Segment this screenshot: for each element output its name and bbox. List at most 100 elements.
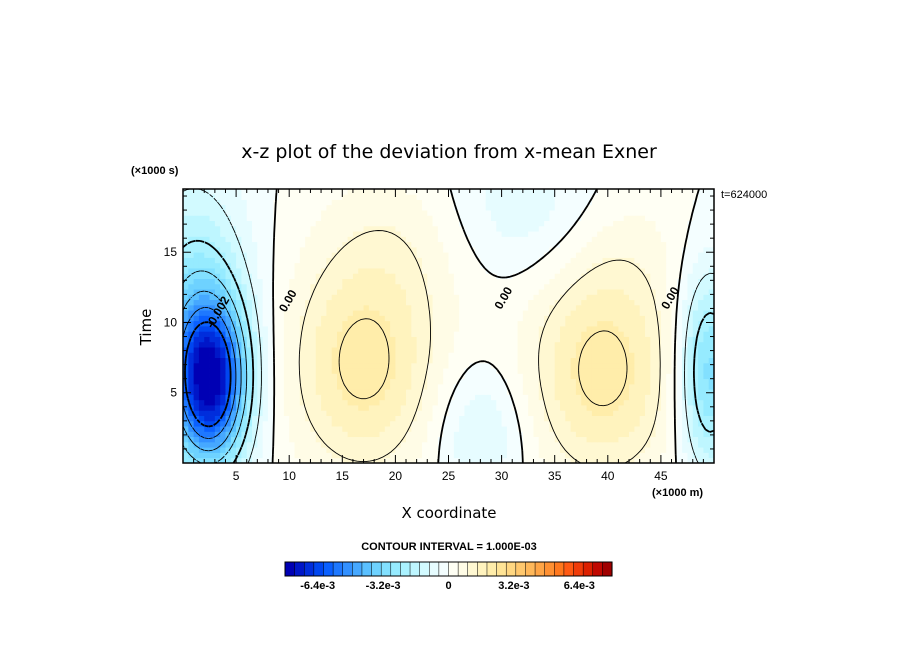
- heatmap-cell: [490, 289, 497, 295]
- heatmap-cell: [241, 347, 248, 353]
- heatmap-cell: [512, 273, 518, 279]
- heatmap-cell: [342, 336, 349, 343]
- heatmap-cell: [597, 373, 603, 380]
- heatmap-cell: [289, 199, 295, 206]
- heatmap-cell: [273, 405, 279, 411]
- heatmap-cell: [220, 341, 226, 348]
- heatmap-cell: [496, 246, 502, 253]
- heatmap-cell: [443, 431, 449, 438]
- heatmap-cell: [411, 231, 418, 237]
- heatmap-cell: [517, 383, 524, 390]
- heatmap-cell: [490, 352, 497, 359]
- heatmap-cell: [698, 236, 704, 243]
- heatmap-cell: [368, 252, 375, 258]
- heatmap-cell: [220, 220, 226, 227]
- heatmap-cell: [496, 331, 502, 337]
- heatmap-cell: [336, 273, 343, 279]
- heatmap-cell: [427, 283, 433, 290]
- heatmap-cell: [395, 210, 402, 216]
- heatmap-cell: [278, 441, 285, 448]
- heatmap-cell: [698, 426, 704, 432]
- heatmap-cell: [629, 278, 635, 285]
- heatmap-cell: [395, 341, 402, 348]
- heatmap-cell: [230, 452, 237, 459]
- heatmap-cell: [204, 246, 210, 253]
- heatmap-cell: [554, 289, 561, 295]
- heatmap-cell: [490, 241, 497, 248]
- heatmap-cell: [485, 283, 492, 290]
- heatmap-cell: [379, 294, 386, 301]
- heatmap-cell: [368, 320, 375, 327]
- heatmap-cell: [448, 331, 455, 337]
- heatmap-cell: [262, 252, 269, 258]
- heatmap-cell: [698, 283, 704, 290]
- heatmap-cell: [214, 262, 221, 269]
- heatmap-cell: [660, 383, 667, 390]
- heatmap-cell: [485, 415, 492, 422]
- heatmap-cell: [315, 452, 322, 459]
- heatmap-cell: [698, 225, 704, 232]
- heatmap-cell: [560, 289, 566, 295]
- heatmap-cell: [252, 268, 258, 274]
- heatmap-cell: [687, 378, 694, 385]
- heatmap-cell: [544, 441, 550, 448]
- heatmap-cell: [437, 225, 444, 232]
- heatmap-cell: [225, 368, 232, 374]
- heatmap-cell: [400, 278, 407, 285]
- heatmap-cell: [560, 368, 566, 374]
- heatmap-cell: [602, 320, 609, 327]
- heatmap-cell: [650, 447, 656, 453]
- heatmap-cell: [459, 320, 465, 327]
- heatmap-cell: [676, 299, 683, 306]
- heatmap-cell: [698, 331, 704, 337]
- heatmap-cell: [342, 415, 349, 422]
- heatmap-cell: [374, 436, 380, 443]
- heatmap-cell: [644, 405, 651, 411]
- heatmap-cell: [459, 310, 465, 316]
- heatmap-cell: [496, 405, 502, 411]
- heatmap-cell: [384, 299, 391, 306]
- heatmap-cell: [501, 336, 508, 343]
- heatmap-cell: [634, 273, 641, 279]
- heatmap-cell: [591, 383, 598, 390]
- heatmap-cell: [411, 441, 418, 448]
- heatmap-cell: [358, 294, 364, 301]
- heatmap-cell: [294, 299, 301, 306]
- heatmap-cell: [613, 220, 619, 227]
- heatmap-cell: [220, 225, 226, 232]
- heatmap-cell: [225, 210, 232, 216]
- heatmap-cell: [315, 436, 322, 443]
- heatmap-cell: [347, 389, 354, 395]
- heatmap-cell: [395, 294, 402, 301]
- heatmap-cell: [416, 204, 423, 211]
- heatmap-cell: [517, 262, 524, 269]
- heatmap-cell: [459, 304, 465, 311]
- heatmap-cell: [618, 399, 625, 406]
- heatmap-cell: [183, 199, 189, 206]
- heatmap-cell: [464, 294, 471, 301]
- heatmap-cell: [214, 347, 221, 353]
- heatmap-cell: [299, 405, 306, 411]
- heatmap-cell: [310, 399, 317, 406]
- heatmap-cell: [666, 299, 672, 306]
- heatmap-cell: [246, 447, 253, 453]
- heatmap-cell: [512, 299, 518, 306]
- heatmap-cell: [687, 252, 694, 258]
- heatmap-cell: [623, 436, 630, 443]
- heatmap-cell: [490, 405, 497, 411]
- heatmap-cell: [214, 352, 221, 359]
- heatmap-cell: [575, 394, 582, 401]
- heatmap-cell: [676, 294, 683, 301]
- heatmap-cell: [480, 246, 487, 253]
- heatmap-cell: [607, 320, 614, 327]
- heatmap-cell: [299, 389, 306, 395]
- heatmap-cell: [682, 336, 688, 343]
- heatmap-cell: [602, 304, 609, 311]
- heatmap-cell: [342, 246, 349, 253]
- heatmap-cell: [703, 383, 710, 390]
- heatmap-cell: [299, 215, 306, 222]
- heatmap-cell: [464, 310, 471, 316]
- heatmap-cell: [278, 236, 285, 243]
- heatmap-cell: [443, 320, 449, 327]
- heatmap-cell: [416, 294, 423, 301]
